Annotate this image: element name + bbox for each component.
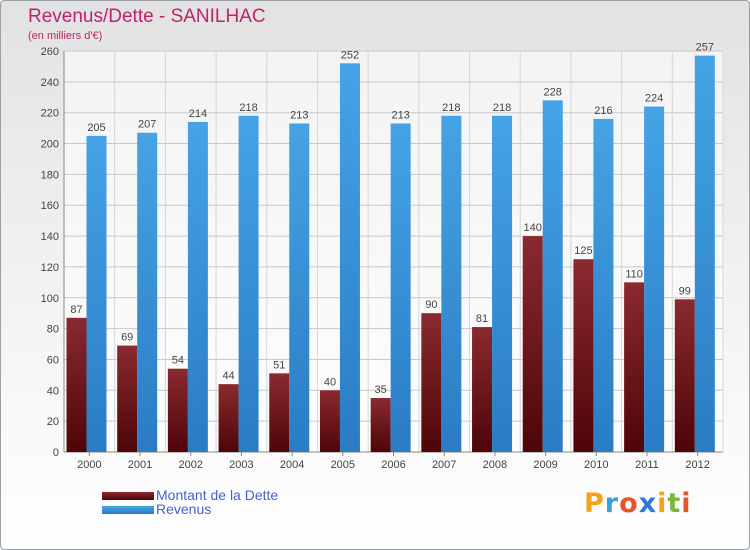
y-tick-label: 200 bbox=[41, 139, 59, 151]
data-label-revenus-2005: 252 bbox=[341, 49, 359, 61]
bar-dette-2002 bbox=[168, 369, 188, 452]
data-label-dette-2012: 99 bbox=[679, 285, 691, 297]
bar-revenus-2012 bbox=[695, 56, 715, 452]
data-label-dette-2010: 125 bbox=[574, 245, 592, 257]
legend-swatch-dette bbox=[102, 492, 154, 500]
data-label-dette-2011: 110 bbox=[625, 268, 643, 280]
data-label-dette-2002: 54 bbox=[172, 355, 184, 367]
x-tick-label: 2006 bbox=[381, 459, 405, 471]
x-tick-label: 2000 bbox=[77, 459, 101, 471]
logo-letter: t bbox=[667, 488, 681, 519]
x-tick-label: 2007 bbox=[432, 459, 456, 471]
data-label-dette-2009: 140 bbox=[524, 222, 542, 234]
bar-dette-2008 bbox=[472, 327, 492, 452]
x-tick-label: 2008 bbox=[483, 459, 507, 471]
data-label-revenus-2007: 218 bbox=[442, 102, 460, 114]
bar-revenus-2006 bbox=[391, 123, 411, 452]
bar-dette-2001 bbox=[117, 346, 137, 452]
bar-dette-2006 bbox=[371, 398, 391, 452]
data-label-revenus-2002: 214 bbox=[189, 108, 207, 120]
logo-letter: o bbox=[619, 488, 639, 519]
bar-revenus-2002 bbox=[188, 122, 208, 452]
data-label-revenus-2003: 218 bbox=[239, 102, 257, 114]
data-label-dette-2000: 87 bbox=[70, 304, 82, 316]
bar-revenus-2005 bbox=[340, 63, 360, 452]
data-label-revenus-2009: 228 bbox=[544, 86, 562, 98]
logo-letter: i bbox=[657, 488, 667, 519]
x-tick-label: 2005 bbox=[331, 459, 355, 471]
data-label-dette-2005: 40 bbox=[324, 376, 336, 388]
bar-revenus-2000 bbox=[87, 136, 107, 452]
x-tick-label: 2004 bbox=[280, 459, 304, 471]
data-label-dette-2003: 44 bbox=[222, 370, 234, 382]
data-label-dette-2004: 51 bbox=[273, 359, 285, 371]
x-tick-label: 2001 bbox=[128, 459, 152, 471]
data-label-revenus-2008: 218 bbox=[493, 102, 511, 114]
logo-letter: i bbox=[681, 488, 691, 519]
bar-revenus-2004 bbox=[289, 123, 309, 452]
y-tick-label: 20 bbox=[47, 416, 59, 428]
x-tick-label: 2002 bbox=[178, 459, 202, 471]
y-tick-label: 240 bbox=[41, 77, 59, 89]
data-label-dette-2007: 90 bbox=[425, 299, 437, 311]
bar-revenus-2010 bbox=[593, 119, 613, 452]
y-tick-label: 40 bbox=[47, 385, 59, 397]
y-tick-label: 220 bbox=[41, 108, 59, 120]
y-tick-label: 100 bbox=[41, 293, 59, 305]
bar-dette-2009 bbox=[523, 236, 543, 452]
bar-revenus-2007 bbox=[441, 116, 461, 452]
data-label-dette-2001: 69 bbox=[121, 332, 133, 344]
bar-revenus-2011 bbox=[644, 107, 664, 452]
bar-dette-2000 bbox=[67, 318, 87, 452]
logo-letter: r bbox=[605, 488, 619, 519]
data-label-revenus-2011: 224 bbox=[645, 93, 663, 105]
bar-dette-2010 bbox=[573, 259, 593, 452]
legend-label-revenus: Revenus bbox=[156, 501, 211, 517]
bar-dette-2011 bbox=[624, 282, 644, 452]
data-label-dette-2008: 81 bbox=[476, 313, 488, 325]
x-tick-label: 2010 bbox=[584, 459, 608, 471]
data-label-revenus-2001: 207 bbox=[138, 119, 156, 131]
data-label-dette-2006: 35 bbox=[375, 384, 387, 396]
x-tick-label: 2011 bbox=[635, 459, 659, 471]
y-tick-label: 160 bbox=[41, 200, 59, 212]
data-label-revenus-2010: 216 bbox=[594, 105, 612, 117]
data-label-revenus-2006: 213 bbox=[391, 109, 409, 121]
y-tick-label: 260 bbox=[41, 46, 59, 58]
bar-revenus-2008 bbox=[492, 116, 512, 452]
x-tick-label: 2012 bbox=[685, 459, 709, 471]
x-tick-label: 2009 bbox=[533, 459, 557, 471]
bar-revenus-2003 bbox=[239, 116, 259, 452]
y-tick-label: 180 bbox=[41, 169, 59, 181]
logo-letter: P bbox=[584, 488, 605, 519]
y-tick-label: 0 bbox=[53, 447, 59, 459]
bar-revenus-2009 bbox=[543, 100, 563, 452]
y-tick-label: 60 bbox=[47, 354, 59, 366]
data-label-revenus-2000: 205 bbox=[87, 122, 105, 134]
bar-revenus-2001 bbox=[137, 133, 157, 452]
proxiti-logo: Proxiti bbox=[584, 488, 692, 519]
data-label-revenus-2004: 213 bbox=[290, 109, 308, 121]
bar-dette-2003 bbox=[219, 384, 239, 452]
bar-dette-2012 bbox=[675, 299, 695, 452]
bar-dette-2005 bbox=[320, 390, 340, 452]
data-label-revenus-2012: 257 bbox=[696, 42, 714, 54]
y-tick-label: 80 bbox=[47, 324, 59, 336]
bar-dette-2004 bbox=[269, 373, 289, 452]
logo-letter: x bbox=[639, 488, 657, 519]
x-tick-label: 2003 bbox=[229, 459, 253, 471]
y-tick-label: 120 bbox=[41, 262, 59, 274]
legend-swatch-revenus bbox=[102, 506, 154, 514]
y-tick-label: 140 bbox=[41, 231, 59, 243]
bar-dette-2007 bbox=[421, 313, 441, 452]
